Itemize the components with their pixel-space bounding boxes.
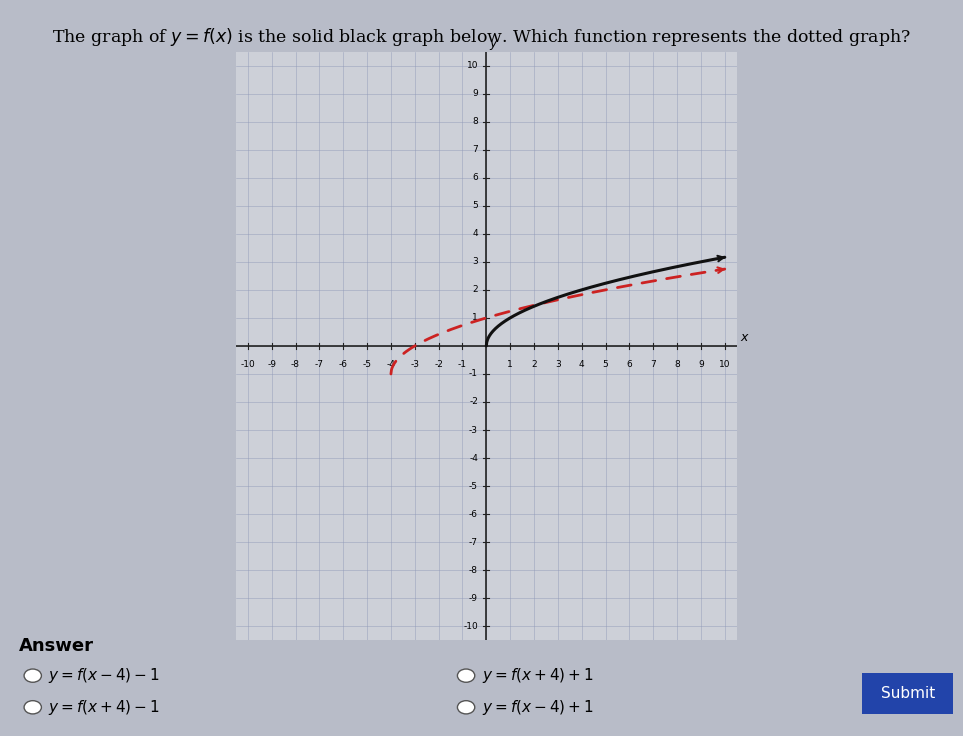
Text: -5: -5 xyxy=(363,360,372,369)
Text: $y = f(x-4)+1$: $y = f(x-4)+1$ xyxy=(482,698,593,717)
Text: -10: -10 xyxy=(241,360,255,369)
Text: -3: -3 xyxy=(469,425,478,434)
Text: The graph of $y = f(x)$ is the solid black graph below. Which function represent: The graph of $y = f(x)$ is the solid bla… xyxy=(52,26,911,48)
Text: -8: -8 xyxy=(469,566,478,575)
Text: 5: 5 xyxy=(603,360,609,369)
Text: $y = f(x-4)-1$: $y = f(x-4)-1$ xyxy=(48,666,160,685)
Text: -6: -6 xyxy=(339,360,348,369)
Text: -7: -7 xyxy=(469,538,478,547)
Text: 10: 10 xyxy=(719,360,731,369)
Text: Submit: Submit xyxy=(880,686,935,701)
Text: 4: 4 xyxy=(472,230,478,238)
Text: -2: -2 xyxy=(469,397,478,406)
Text: -6: -6 xyxy=(469,509,478,519)
Text: -5: -5 xyxy=(469,481,478,491)
Text: -9: -9 xyxy=(469,594,478,603)
Text: -10: -10 xyxy=(463,622,478,631)
Text: 8: 8 xyxy=(674,360,680,369)
Text: -7: -7 xyxy=(315,360,324,369)
Text: -2: -2 xyxy=(434,360,443,369)
Text: 7: 7 xyxy=(472,145,478,154)
Text: 9: 9 xyxy=(698,360,704,369)
Text: 5: 5 xyxy=(472,201,478,210)
Text: 6: 6 xyxy=(472,173,478,183)
Text: x: x xyxy=(741,331,747,344)
Text: -4: -4 xyxy=(386,360,396,369)
Text: -9: -9 xyxy=(267,360,276,369)
Text: 1: 1 xyxy=(472,314,478,322)
Text: 6: 6 xyxy=(627,360,633,369)
Text: 10: 10 xyxy=(466,61,478,70)
Text: -4: -4 xyxy=(469,453,478,462)
Text: -8: -8 xyxy=(291,360,300,369)
Text: $y = f(x+4)-1$: $y = f(x+4)-1$ xyxy=(48,698,160,717)
Text: 2: 2 xyxy=(532,360,536,369)
Text: Answer: Answer xyxy=(19,637,94,655)
Text: 3: 3 xyxy=(472,258,478,266)
Text: 3: 3 xyxy=(555,360,560,369)
Text: 4: 4 xyxy=(579,360,585,369)
Text: 8: 8 xyxy=(472,117,478,126)
Text: $y = f(x+4)+1$: $y = f(x+4)+1$ xyxy=(482,666,593,685)
Text: 1: 1 xyxy=(508,360,513,369)
Text: -1: -1 xyxy=(458,360,467,369)
Text: -3: -3 xyxy=(410,360,419,369)
Text: 2: 2 xyxy=(472,286,478,294)
Text: 9: 9 xyxy=(472,89,478,98)
Text: -1: -1 xyxy=(469,369,478,378)
Text: y: y xyxy=(490,37,497,49)
Text: 7: 7 xyxy=(650,360,656,369)
